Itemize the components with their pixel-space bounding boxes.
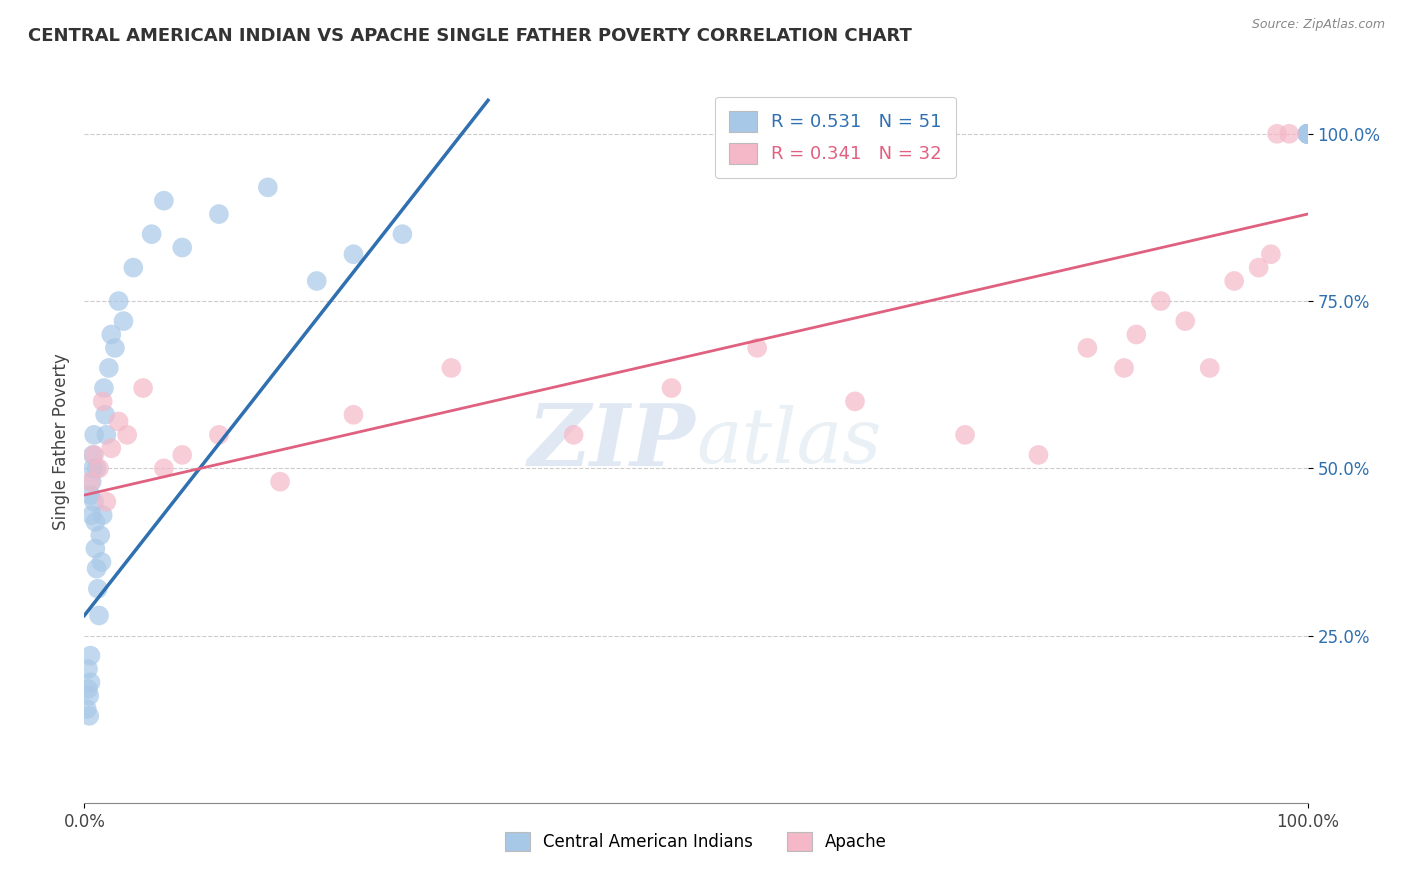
Point: [80, 475, 103, 489]
Point: [1198, 361, 1220, 376]
Point: [84, 515, 107, 529]
Point: [84, 541, 107, 556]
Point: [1296, 127, 1319, 141]
Point: [269, 475, 291, 489]
Point: [90, 555, 112, 569]
Point: [79, 488, 101, 502]
Point: [1265, 127, 1288, 141]
Point: [79, 648, 101, 663]
Point: [93, 381, 115, 395]
Point: [86, 562, 108, 576]
Point: [342, 408, 364, 422]
Point: [77, 689, 100, 703]
Point: [91, 394, 114, 409]
Y-axis label: Single Father Poverty: Single Father Poverty: [52, 353, 70, 530]
Point: [1260, 247, 1282, 261]
Point: [1296, 127, 1319, 141]
Point: [747, 341, 769, 355]
Point: [97, 361, 120, 376]
Point: [77, 681, 100, 696]
Point: [83, 494, 105, 508]
Point: [1278, 127, 1301, 141]
Point: [208, 427, 231, 442]
Point: [104, 341, 127, 355]
Point: [87, 582, 110, 596]
Point: [122, 260, 145, 275]
Point: [844, 394, 866, 409]
Point: [562, 427, 585, 442]
Point: [172, 241, 194, 255]
Point: [305, 274, 328, 288]
Point: [1174, 314, 1197, 328]
Point: [100, 327, 122, 342]
Point: [1296, 127, 1319, 141]
Point: [141, 227, 163, 242]
Text: atlas: atlas: [696, 405, 882, 478]
Point: [76, 702, 98, 716]
Text: ZIP: ZIP: [529, 400, 696, 483]
Point: [132, 381, 155, 395]
Point: [661, 381, 683, 395]
Point: [953, 427, 976, 442]
Point: [153, 461, 176, 475]
Point: [77, 708, 100, 723]
Point: [79, 475, 101, 489]
Point: [1296, 127, 1319, 141]
Point: [107, 294, 129, 309]
Point: [1028, 448, 1050, 462]
Text: Source: ZipAtlas.com: Source: ZipAtlas.com: [1251, 18, 1385, 31]
Point: [96, 427, 118, 442]
Point: [91, 508, 114, 523]
Point: [77, 662, 100, 676]
Text: CENTRAL AMERICAN INDIAN VS APACHE SINGLE FATHER POVERTY CORRELATION CHART: CENTRAL AMERICAN INDIAN VS APACHE SINGLE…: [28, 27, 912, 45]
Point: [1247, 260, 1270, 275]
Point: [112, 314, 135, 328]
Point: [83, 427, 105, 442]
Point: [86, 461, 108, 475]
Point: [83, 448, 105, 462]
Point: [391, 227, 413, 242]
Point: [82, 461, 104, 475]
Point: [79, 675, 101, 690]
Point: [115, 427, 138, 442]
Point: [1223, 274, 1246, 288]
Point: [1150, 294, 1173, 309]
Point: [1296, 127, 1319, 141]
Point: [172, 448, 194, 462]
Point: [1076, 341, 1098, 355]
Point: [1296, 127, 1319, 141]
Point: [89, 528, 111, 542]
Point: [208, 207, 231, 221]
Point: [80, 508, 103, 523]
Point: [94, 408, 117, 422]
Point: [96, 494, 118, 508]
Point: [1296, 127, 1319, 141]
Point: [342, 247, 364, 261]
Point: [1296, 127, 1319, 141]
Point: [87, 461, 110, 475]
Point: [153, 194, 176, 208]
Point: [100, 442, 122, 455]
Point: [1114, 361, 1136, 376]
Point: [257, 180, 280, 194]
Point: [82, 448, 104, 462]
Point: [1296, 127, 1319, 141]
Point: [1296, 127, 1319, 141]
Point: [440, 361, 463, 376]
Point: [107, 414, 129, 429]
Point: [87, 608, 110, 623]
Point: [1296, 127, 1319, 141]
Point: [1125, 327, 1147, 342]
Legend: Central American Indians, Apache: Central American Indians, Apache: [496, 824, 896, 860]
